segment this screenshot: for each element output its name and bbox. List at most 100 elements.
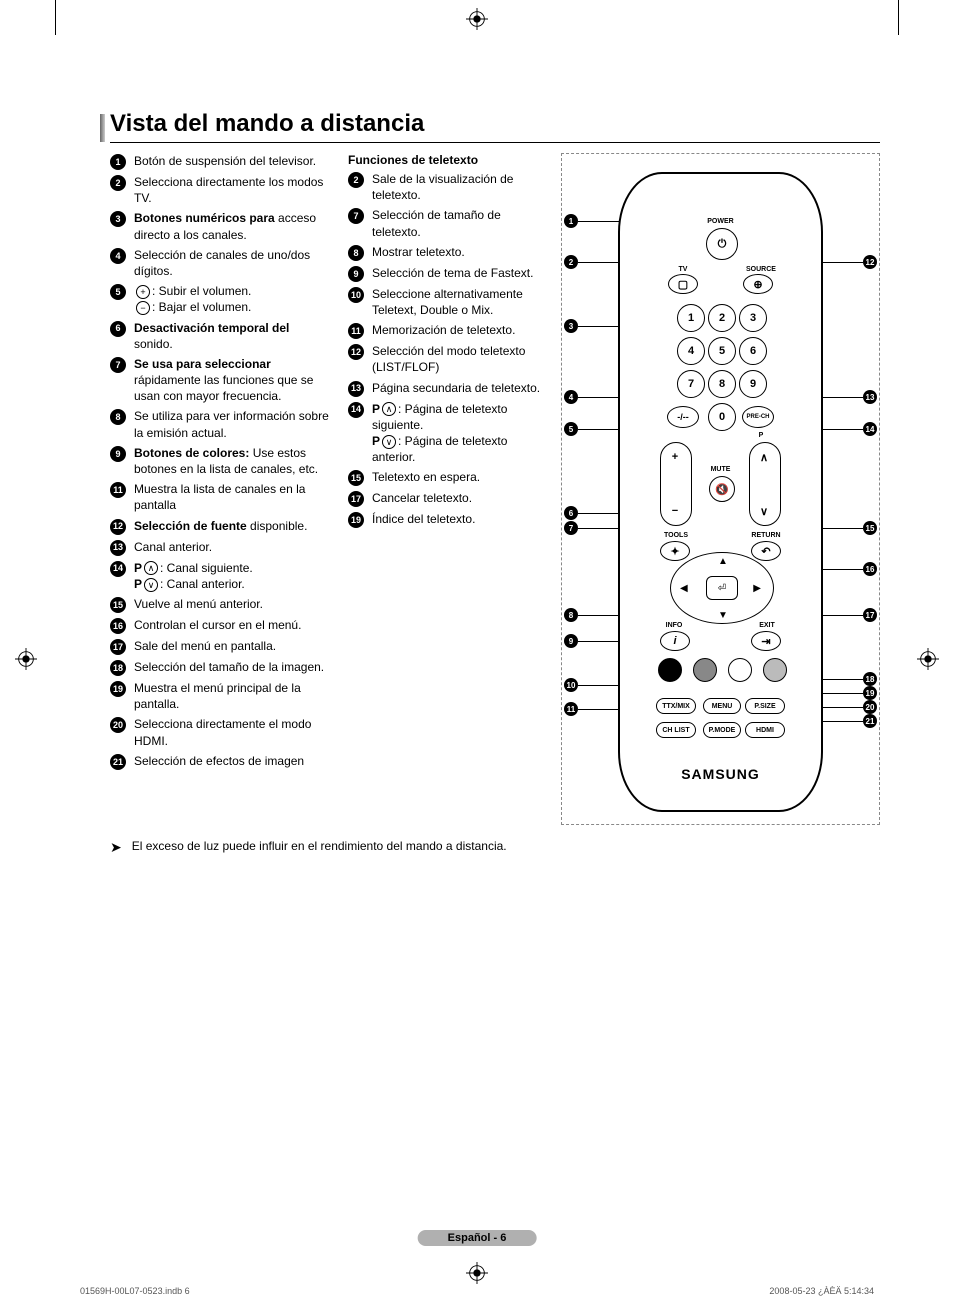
list-item: 8Se utiliza para ver información sobre l…: [110, 408, 330, 440]
info-label: INFO: [656, 622, 692, 629]
item-number-badge: 14: [110, 561, 126, 577]
list-item: 10Seleccione alternativamente Teletext, …: [348, 286, 543, 318]
item-text: +: Subir el volumen.−: Bajar el volumen.: [134, 283, 251, 315]
item-text: Selección de efectos de imagen: [134, 753, 304, 770]
callout-line: [819, 262, 863, 263]
list-item: 5+: Subir el volumen.−: Bajar el volumen…: [110, 283, 330, 315]
item-text: Seleccione alternativamente Teletext, Do…: [372, 286, 543, 318]
callout-line: [819, 693, 863, 694]
content: Vista del mando a distancia 1Botón de su…: [110, 110, 880, 856]
item-number-badge: 13: [348, 381, 364, 397]
registration-mark-icon: [15, 648, 37, 670]
item-text: Sale del menú en pantalla.: [134, 638, 276, 655]
return-label: RETURN: [743, 532, 789, 539]
callout-19: 19: [863, 686, 877, 700]
callout-2: 2: [564, 255, 578, 269]
list-item: 2Selecciona directamente los modos TV.: [110, 174, 330, 206]
list-item: 17 Sale del menú en pantalla.: [110, 638, 330, 655]
item-number-badge: 14: [348, 402, 364, 418]
callout-line: [578, 397, 622, 398]
item-text: Se utiliza para ver información sobre la…: [134, 408, 330, 440]
enter-button: ⏎: [706, 576, 738, 600]
callout-17: 17: [863, 608, 877, 622]
item-text: Se usa para seleccionar rápidamente las …: [134, 356, 330, 405]
callout-20: 20: [863, 700, 877, 714]
item-text: Selección de fuente disponible.: [134, 518, 307, 535]
list-item: 13Canal anterior.: [110, 539, 330, 556]
list-item: 18Selección del tamaño de la imagen.: [110, 659, 330, 676]
volume-rocker: + −: [660, 442, 692, 526]
zero-button: 0: [708, 403, 736, 431]
num-2-button: 2: [708, 304, 736, 332]
item-number-badge: 9: [348, 266, 364, 282]
item-text: Memorización de teletexto.: [372, 322, 515, 339]
item-number-badge: 19: [110, 681, 126, 697]
callout-line: [819, 707, 863, 708]
callout-line: [819, 721, 863, 722]
callout-21: 21: [863, 714, 877, 728]
list-item: 8Mostrar teletexto.: [348, 244, 543, 261]
item-text: Selección del tamaño de la imagen.: [134, 659, 324, 676]
teletext-heading: Funciones de teletexto: [348, 153, 543, 167]
title-wrap: Vista del mando a distancia: [110, 110, 880, 143]
item-number-badge: 2: [348, 172, 364, 188]
item-number-badge: 17: [110, 639, 126, 655]
item-text: Botón de suspensión del televisor.: [134, 153, 316, 170]
callout-5: 5: [564, 422, 578, 436]
callout-3: 3: [564, 319, 578, 333]
item-number-badge: 9: [110, 446, 126, 462]
item-number-badge: 4: [110, 248, 126, 264]
list-item: 1Botón de suspensión del televisor.: [110, 153, 330, 170]
list-item: 13Página secundaria de teletexto.: [348, 380, 543, 397]
item-text: Desactivación temporal del sonido.: [134, 320, 330, 352]
remote-diagram-panel: 123456789101112131415161718192021 POWER …: [561, 153, 880, 825]
exit-label: EXIT: [749, 622, 785, 629]
callout-line: [819, 528, 863, 529]
callout-line: [578, 641, 622, 642]
list-item: 12Selección del modo teletexto (LIST/FLO…: [348, 343, 543, 375]
list-item: 2 Sale de la visualización de teletexto.: [348, 171, 543, 203]
item-text: Teletexto en espera.: [372, 469, 480, 486]
num-8-button: 8: [708, 370, 736, 398]
item-number-badge: 15: [348, 470, 364, 486]
item-text: Vuelve al menú anterior.: [134, 596, 263, 613]
list-item: 16Controlan el cursor en el menú.: [110, 617, 330, 634]
column-1: 1Botón de suspensión del televisor. 2Sele…: [110, 153, 330, 825]
callout-9: 9: [564, 634, 578, 648]
item-text: Botones numéricos para acceso directo a …: [134, 210, 330, 242]
item-number-badge: 11: [348, 323, 364, 339]
item-number-badge: 20: [110, 717, 126, 733]
pmode-button: P.MODE: [703, 722, 741, 738]
callout-line: [578, 326, 622, 327]
num-1-button: 1: [677, 304, 705, 332]
list-item: 11 Memorización de teletexto.: [348, 322, 543, 339]
title-accent: [100, 114, 105, 142]
item-text: Selección de tamaño de teletexto.: [372, 207, 543, 239]
color-yellow-button: [728, 658, 752, 682]
prech-button: PRE-CH: [742, 406, 774, 428]
num-6-button: 6: [739, 337, 767, 365]
registration-mark-icon: [917, 648, 939, 670]
callout-line: [578, 429, 622, 430]
footer-timestamp: 2008-05-23 ¿ÀÈÄ 5:14:34: [769, 1286, 874, 1296]
item-text: Sale de la visualización de teletexto.: [372, 171, 543, 203]
vol-down-icon: −: [663, 499, 687, 523]
item-text: Selección de canales de uno/dos dígitos.: [134, 247, 330, 279]
num-4-button: 4: [677, 337, 705, 365]
list-item: 11Muestra la lista de canales en la pant…: [110, 481, 330, 513]
num-5-button: 5: [708, 337, 736, 365]
info-button: i: [660, 631, 690, 651]
hdmi-button: HDMI: [745, 722, 785, 738]
item-number-badge: 16: [110, 618, 126, 634]
item-number-badge: 19: [348, 512, 364, 528]
callout-8: 8: [564, 608, 578, 622]
arrow-right-icon: ▶: [753, 583, 761, 594]
callout-16: 16: [863, 562, 877, 576]
callout-10: 10: [564, 678, 578, 692]
item-text: Selecciona directamente los modos TV.: [134, 174, 330, 206]
tools-button: ✦: [660, 541, 690, 561]
note: ➤ El exceso de luz puede influir en el r…: [110, 839, 880, 856]
feature-list-2: 2Sale de la visualización de teletexto.7…: [348, 171, 543, 528]
page-title: Vista del mando a distancia: [110, 110, 880, 138]
mute-button: 🔇: [709, 476, 735, 502]
